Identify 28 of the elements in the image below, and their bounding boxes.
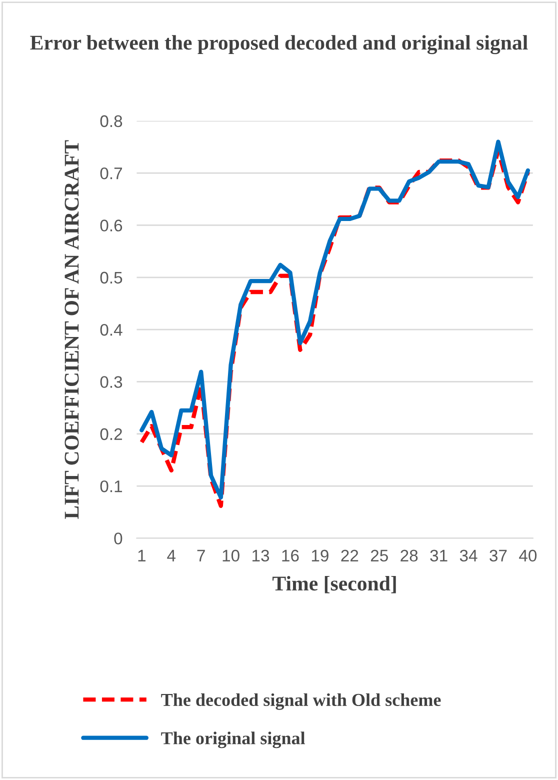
legend-label: The decoded signal with Old scheme: [161, 693, 441, 710]
x-tick-label: 37: [490, 550, 507, 562]
x-tick-label: 4: [167, 550, 176, 562]
y-tick-label: 0.8: [100, 115, 122, 128]
y-tick-label: 0.3: [100, 376, 122, 388]
y-axis-title: LIFT COEFFICIENT OF AN AIRCRAFT: [64, 140, 79, 519]
y-tick-label: 0.6: [100, 220, 122, 232]
x-tick-label: 7: [197, 550, 205, 562]
y-tick-label: 0.4: [100, 324, 122, 336]
x-tick-label: 25: [370, 550, 388, 562]
x-tick-label: 19: [312, 550, 328, 562]
x-tick-label: 40: [519, 550, 537, 562]
chart-title: Error between the proposed decoded and original signal: [30, 35, 528, 54]
y-tick-label: 0.7: [100, 167, 122, 180]
y-tick-label: 0: [114, 532, 122, 544]
y-tick-label: 0.2: [100, 428, 122, 440]
x-tick-label: 16: [282, 550, 299, 562]
x-tick-label: 31: [430, 550, 448, 562]
x-tick-label: 10: [222, 550, 240, 562]
x-tick-label: 13: [252, 550, 270, 562]
y-tick-label: 0.1: [100, 480, 122, 492]
x-tick-label: 28: [400, 550, 418, 562]
x-tick-label: 22: [341, 550, 358, 562]
legend-label: The original signal: [161, 732, 306, 748]
x-tick-label: 34: [460, 550, 478, 562]
y-tick-label: 0.5: [100, 272, 122, 284]
x-axis-title: Time [second]: [272, 576, 396, 594]
x-tick-label: 1: [138, 550, 146, 562]
